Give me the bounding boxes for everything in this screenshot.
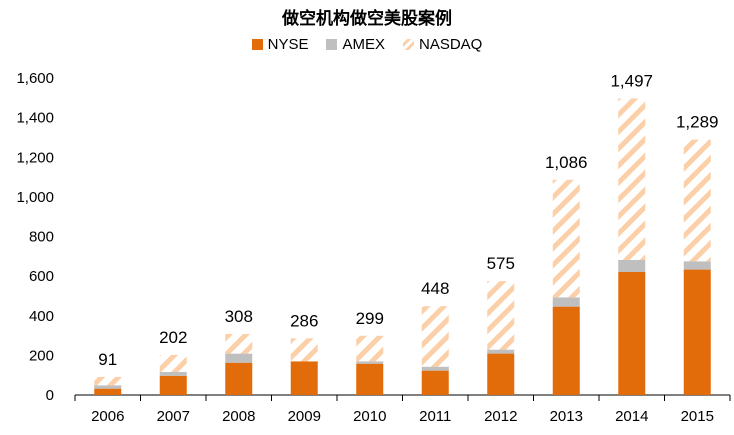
x-tick-label: 2009 [288, 408, 321, 425]
bar-nasdaq-2007 [159, 354, 187, 373]
x-tick-label: 2014 [615, 408, 648, 425]
bar-nyse-2014 [618, 271, 646, 395]
bar-amex-2015 [683, 261, 711, 270]
bar-amex-2007 [159, 372, 187, 376]
total-label-2015: 1,289 [676, 113, 719, 132]
y-tick-label: 1,400 [16, 110, 54, 127]
bar-nasdaq-2013 [552, 179, 580, 298]
total-label-2006: 91 [98, 350, 117, 369]
legend-label-nasdaq: NASDAQ [419, 36, 483, 53]
legend-swatch-amex [326, 39, 338, 50]
x-tick-label: 2006 [91, 408, 124, 425]
legend: NYSE AMEX NASDAQ [0, 36, 734, 53]
total-label-2008: 308 [225, 307, 253, 326]
bar-nyse-2009 [290, 361, 318, 395]
bar-nyse-2015 [683, 269, 711, 395]
bar-amex-2013 [552, 297, 580, 307]
bar-nasdaq-2009 [290, 338, 318, 362]
bar-nasdaq-2008 [225, 333, 253, 354]
legend-item-amex: AMEX [326, 36, 385, 53]
bar-nasdaq-2011 [421, 306, 449, 367]
legend-swatch-nasdaq [403, 39, 414, 50]
legend-swatch-nyse [251, 39, 263, 50]
bar-amex-2011 [421, 366, 449, 371]
y-tick-label: 1,200 [16, 149, 54, 166]
x-tick-label: 2007 [157, 408, 190, 425]
y-tick-label: 800 [29, 229, 54, 246]
y-tick-label: 0 [46, 387, 54, 404]
bar-nasdaq-2012 [487, 281, 515, 350]
total-label-2012: 575 [487, 254, 515, 273]
bar-amex-2008 [225, 353, 253, 363]
total-label-2009: 286 [290, 311, 318, 330]
y-tick-label: 600 [29, 268, 54, 285]
bar-nyse-2012 [487, 353, 515, 395]
bar-amex-2010 [356, 361, 384, 364]
y-tick-label: 1,000 [16, 189, 54, 206]
legend-label-amex: AMEX [342, 36, 385, 53]
x-tick-label: 2013 [550, 408, 583, 425]
total-label-2011: 448 [421, 279, 449, 298]
chart-title: 做空机构做空美股案例 [282, 9, 452, 29]
bar-amex-2014 [618, 259, 646, 272]
total-label-2013: 1,086 [545, 153, 588, 172]
total-label-2010: 299 [356, 309, 384, 328]
x-tick-label: 2010 [353, 408, 386, 425]
x-tick-label: 2012 [484, 408, 517, 425]
bar-nyse-2010 [356, 363, 384, 395]
legend-item-nyse: NYSE [251, 36, 309, 53]
bar-nyse-2006 [94, 388, 122, 395]
x-tick-label: 2011 [419, 408, 451, 425]
y-tick-label: 1,600 [16, 70, 54, 87]
bar-nasdaq-2015 [683, 139, 711, 262]
bar-nyse-2013 [552, 306, 580, 395]
x-tick-label: 2008 [222, 408, 255, 425]
legend-item-nasdaq: NASDAQ [403, 36, 482, 53]
total-label-2014: 1,497 [610, 71, 653, 90]
bar-nyse-2007 [159, 375, 187, 395]
bar-amex-2006 [94, 385, 122, 389]
bar-nasdaq-2010 [356, 335, 384, 362]
y-tick-label: 400 [29, 308, 54, 325]
bar-nyse-2008 [225, 362, 253, 395]
y-tick-label: 200 [29, 347, 54, 364]
bar-nasdaq-2014 [618, 98, 646, 260]
bar-nasdaq-2006 [94, 376, 122, 386]
bar-nyse-2011 [421, 370, 449, 395]
bar-amex-2012 [487, 349, 515, 354]
legend-label-nyse: NYSE [267, 36, 309, 53]
x-tick-label: 2015 [681, 408, 714, 425]
total-label-2007: 202 [159, 328, 187, 347]
